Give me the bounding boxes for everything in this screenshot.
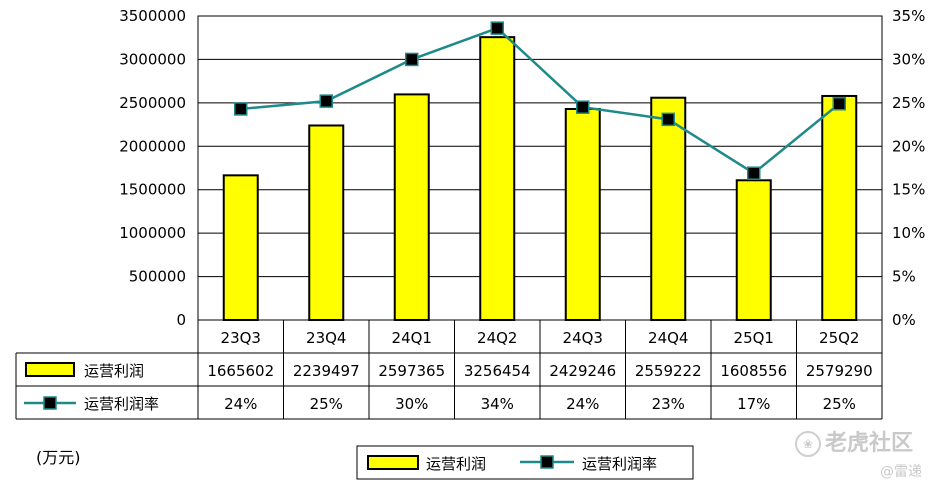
line-value-label: 17% — [737, 395, 770, 413]
line-value-label: 23% — [652, 395, 685, 413]
bar-value-label: 2579290 — [806, 362, 873, 380]
bar — [479, 36, 516, 321]
line-value-label: 30% — [395, 395, 428, 413]
bar — [222, 174, 259, 321]
y-left-tick-label: 1500000 — [119, 181, 186, 199]
x-tick-label: 25Q2 — [819, 329, 859, 347]
bar — [393, 93, 430, 321]
table-key-line-name: 运营利润率 — [84, 395, 159, 413]
x-tick-label: 23Q4 — [306, 329, 346, 347]
gridlines — [198, 15, 882, 278]
line-marker — [576, 100, 590, 114]
line-marker — [832, 96, 846, 111]
y-left-tick-label: 3500000 — [119, 7, 186, 25]
line-value-label: 25% — [310, 395, 343, 413]
y-right-tick-label: 10% — [892, 224, 925, 242]
data-table: 23Q3 23Q4 24Q1 24Q2 24Q3 24Q4 25Q1 25Q2 1665602 2… — [15, 320, 883, 420]
x-tick-label: 23Q3 — [221, 329, 261, 347]
line-value-label: 25% — [823, 395, 856, 413]
x-tick-label: 24Q3 — [563, 329, 603, 347]
line-marker — [234, 102, 248, 116]
table-key-bar-name: 运营利润 — [84, 362, 144, 380]
watermark-site-text: 老虎社区 — [825, 431, 914, 456]
bar-value-label: 2239497 — [293, 362, 360, 380]
y-left-tick-label: 2000000 — [119, 137, 186, 155]
x-tick-label: 24Q2 — [477, 329, 517, 347]
bar — [308, 124, 345, 321]
bar-value-label: 2559222 — [635, 362, 702, 380]
y-right-tick-label: 35% — [892, 7, 925, 25]
legend-line-name: 运营利润率 — [582, 455, 657, 473]
tiger-logo-icon: ❀ — [795, 431, 821, 457]
unit-label: (万元) — [36, 448, 81, 467]
line-series — [234, 21, 846, 180]
plot-frame — [197, 15, 883, 321]
line-value-label: 34% — [481, 395, 514, 413]
line-marker — [319, 94, 333, 108]
y-right-tick-label: 5% — [892, 268, 916, 286]
x-tick-label: 24Q1 — [392, 329, 432, 347]
y-left-tick-label: 1000000 — [119, 224, 186, 242]
y-left-tick-label: 0 — [176, 311, 186, 329]
y-left-tick-label: 2500000 — [119, 94, 186, 112]
y-left-tick-label: 500000 — [129, 268, 186, 286]
bar-series — [222, 36, 858, 321]
legend-line-marker — [540, 455, 554, 469]
x-tick-label: 25Q1 — [734, 329, 774, 347]
line-marker — [661, 112, 675, 127]
bar-value-label: 3256454 — [464, 362, 531, 380]
bar — [650, 96, 687, 321]
bar — [735, 179, 772, 321]
watermark-author: @雷递 — [880, 464, 922, 480]
bar-value-label: 2429246 — [549, 362, 616, 380]
bar — [821, 94, 858, 321]
table-key-bar-swatch — [25, 362, 75, 377]
bar — [564, 108, 601, 321]
y-left-tick-label: 3000000 — [119, 50, 186, 68]
y-right-tick-label: 25% — [892, 94, 925, 112]
table-key-line-marker — [43, 396, 57, 410]
axes: 0 500000 1000000 1500000 2000000 2500000 30000… — [119, 7, 925, 329]
legend: 运营利润 运营利润率 — [356, 445, 694, 480]
bar-value-label: 2597365 — [378, 362, 445, 380]
legend-bar-name: 运营利润 — [426, 455, 486, 473]
watermark-site: ❀ 老虎社区 — [795, 425, 913, 457]
line-value-label: 24% — [224, 395, 257, 413]
line-marker — [490, 21, 504, 35]
x-tick-label: 24Q4 — [648, 329, 688, 347]
line-path — [240, 26, 841, 175]
y-right-tick-label: 15% — [892, 181, 925, 199]
line-marker — [405, 52, 419, 67]
bar-value-label: 1665602 — [207, 362, 274, 380]
y-right-tick-label: 20% — [892, 137, 925, 155]
y-right-tick-label: 0% — [892, 311, 916, 329]
line-marker — [747, 166, 761, 180]
y-right-tick-label: 30% — [892, 50, 925, 68]
bar-value-label: 1608556 — [720, 362, 787, 380]
line-value-label: 24% — [566, 395, 599, 413]
legend-bar-swatch — [367, 455, 419, 470]
